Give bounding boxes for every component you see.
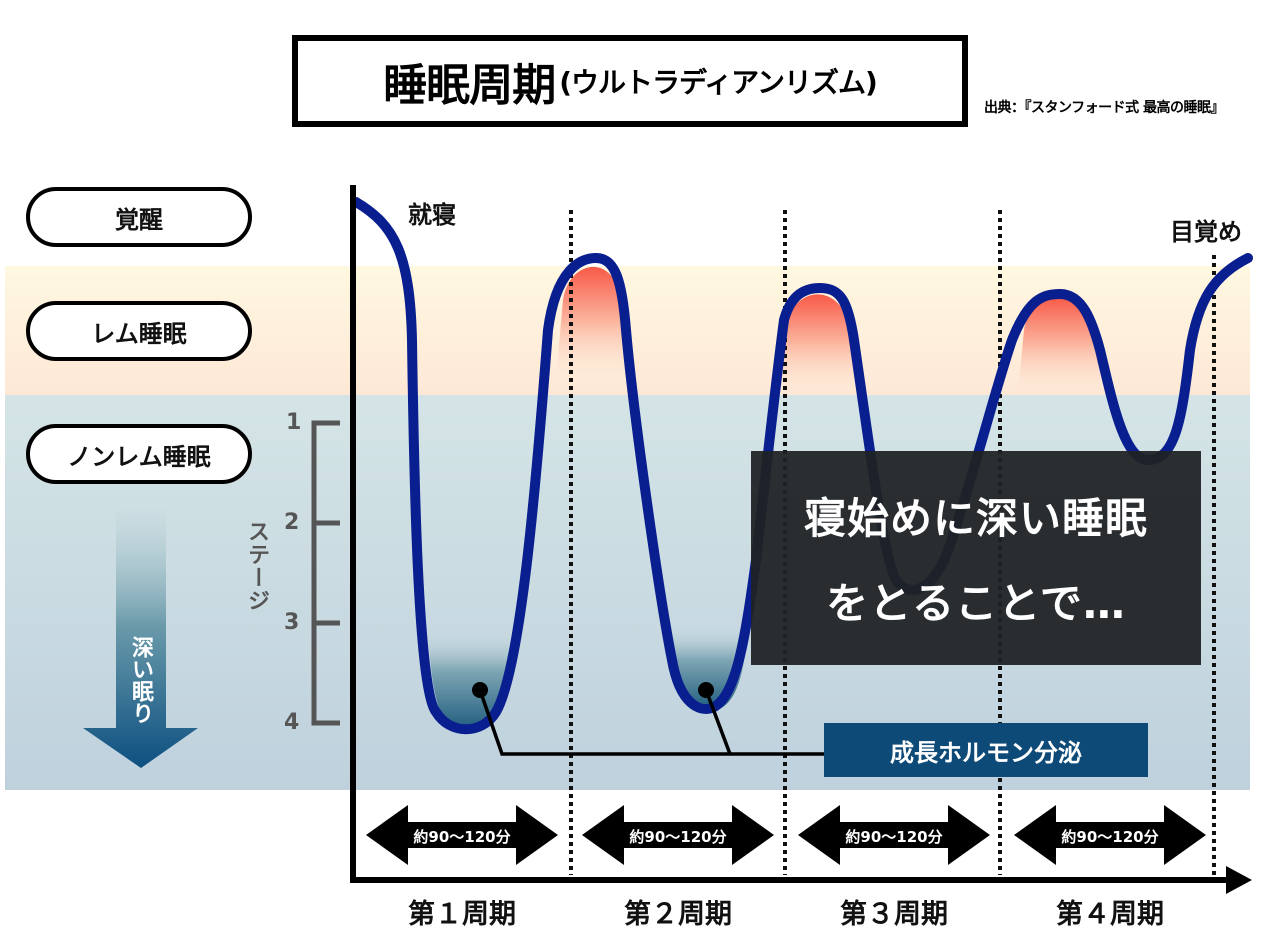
cycle-2-label: 第２周期: [624, 899, 732, 930]
deep-sleep-label: 深い眠り: [128, 636, 153, 724]
x-axis-arrowhead-icon: [1226, 866, 1252, 894]
state-label-nonrem: ノンレム睡眠: [67, 442, 211, 471]
stage-scale: [311, 420, 340, 726]
wake-label: 目覚め: [1170, 218, 1242, 246]
title-box: 睡眠周期 (ウルトラディアンリズム): [292, 35, 968, 127]
state-pill-rem: レム睡眠: [26, 301, 252, 361]
stage-tick-3: 3: [284, 610, 300, 635]
cycle-3-label: 第３周期: [840, 899, 948, 930]
state-pill-nonrem: ノンレム睡眠: [26, 424, 252, 484]
source-citation: 出典：『スタンフォード式 最高の睡眠』: [984, 100, 1224, 116]
state-label-awake: 覚醒: [115, 205, 163, 234]
rem-peak-fill-2: [780, 294, 856, 395]
rem-peak-fill-1: [556, 266, 628, 380]
message-overlay: 寝始めに深い睡眠 をとることで…: [751, 451, 1201, 665]
deep-trough-fill-1: [428, 630, 510, 732]
stage-axis-label: ステージ: [244, 520, 269, 612]
title-sub: (ウルトラディアンリズム): [559, 66, 878, 99]
cycle-4-duration: 約90〜120分: [1061, 828, 1159, 846]
overlay-line-1: 寝始めに深い睡眠: [803, 494, 1148, 543]
duration-arrows: [366, 805, 1206, 865]
cycle-2-duration: 約90〜120分: [629, 828, 727, 846]
growth-hormone-callout: [472, 682, 824, 756]
cycle-3-duration: 約90〜120分: [845, 828, 943, 846]
cycle-1-label: 第１周期: [408, 899, 516, 930]
state-label-rem: レム睡眠: [91, 319, 187, 348]
state-pill-awake: 覚醒: [26, 187, 252, 247]
stage-tick-4: 4: [284, 710, 300, 735]
deep-sleep-arrow-icon: [83, 510, 198, 768]
cycle-4-label: 第４周期: [1056, 899, 1164, 930]
cycle-1-duration: 約90〜120分: [413, 828, 511, 846]
rem-peak-fill-3: [1018, 296, 1102, 395]
bedtime-label: 就寝: [408, 201, 456, 229]
overlay-line-2: をとることで…: [826, 579, 1126, 628]
growth-hormone-label: 成長ホルモン分泌: [890, 738, 1082, 767]
title-main: 睡眠周期: [383, 60, 556, 111]
stage-tick-1: 1: [286, 410, 302, 435]
growth-hormone-box: 成長ホルモン分泌: [824, 723, 1148, 777]
stage-tick-2: 2: [284, 510, 300, 535]
